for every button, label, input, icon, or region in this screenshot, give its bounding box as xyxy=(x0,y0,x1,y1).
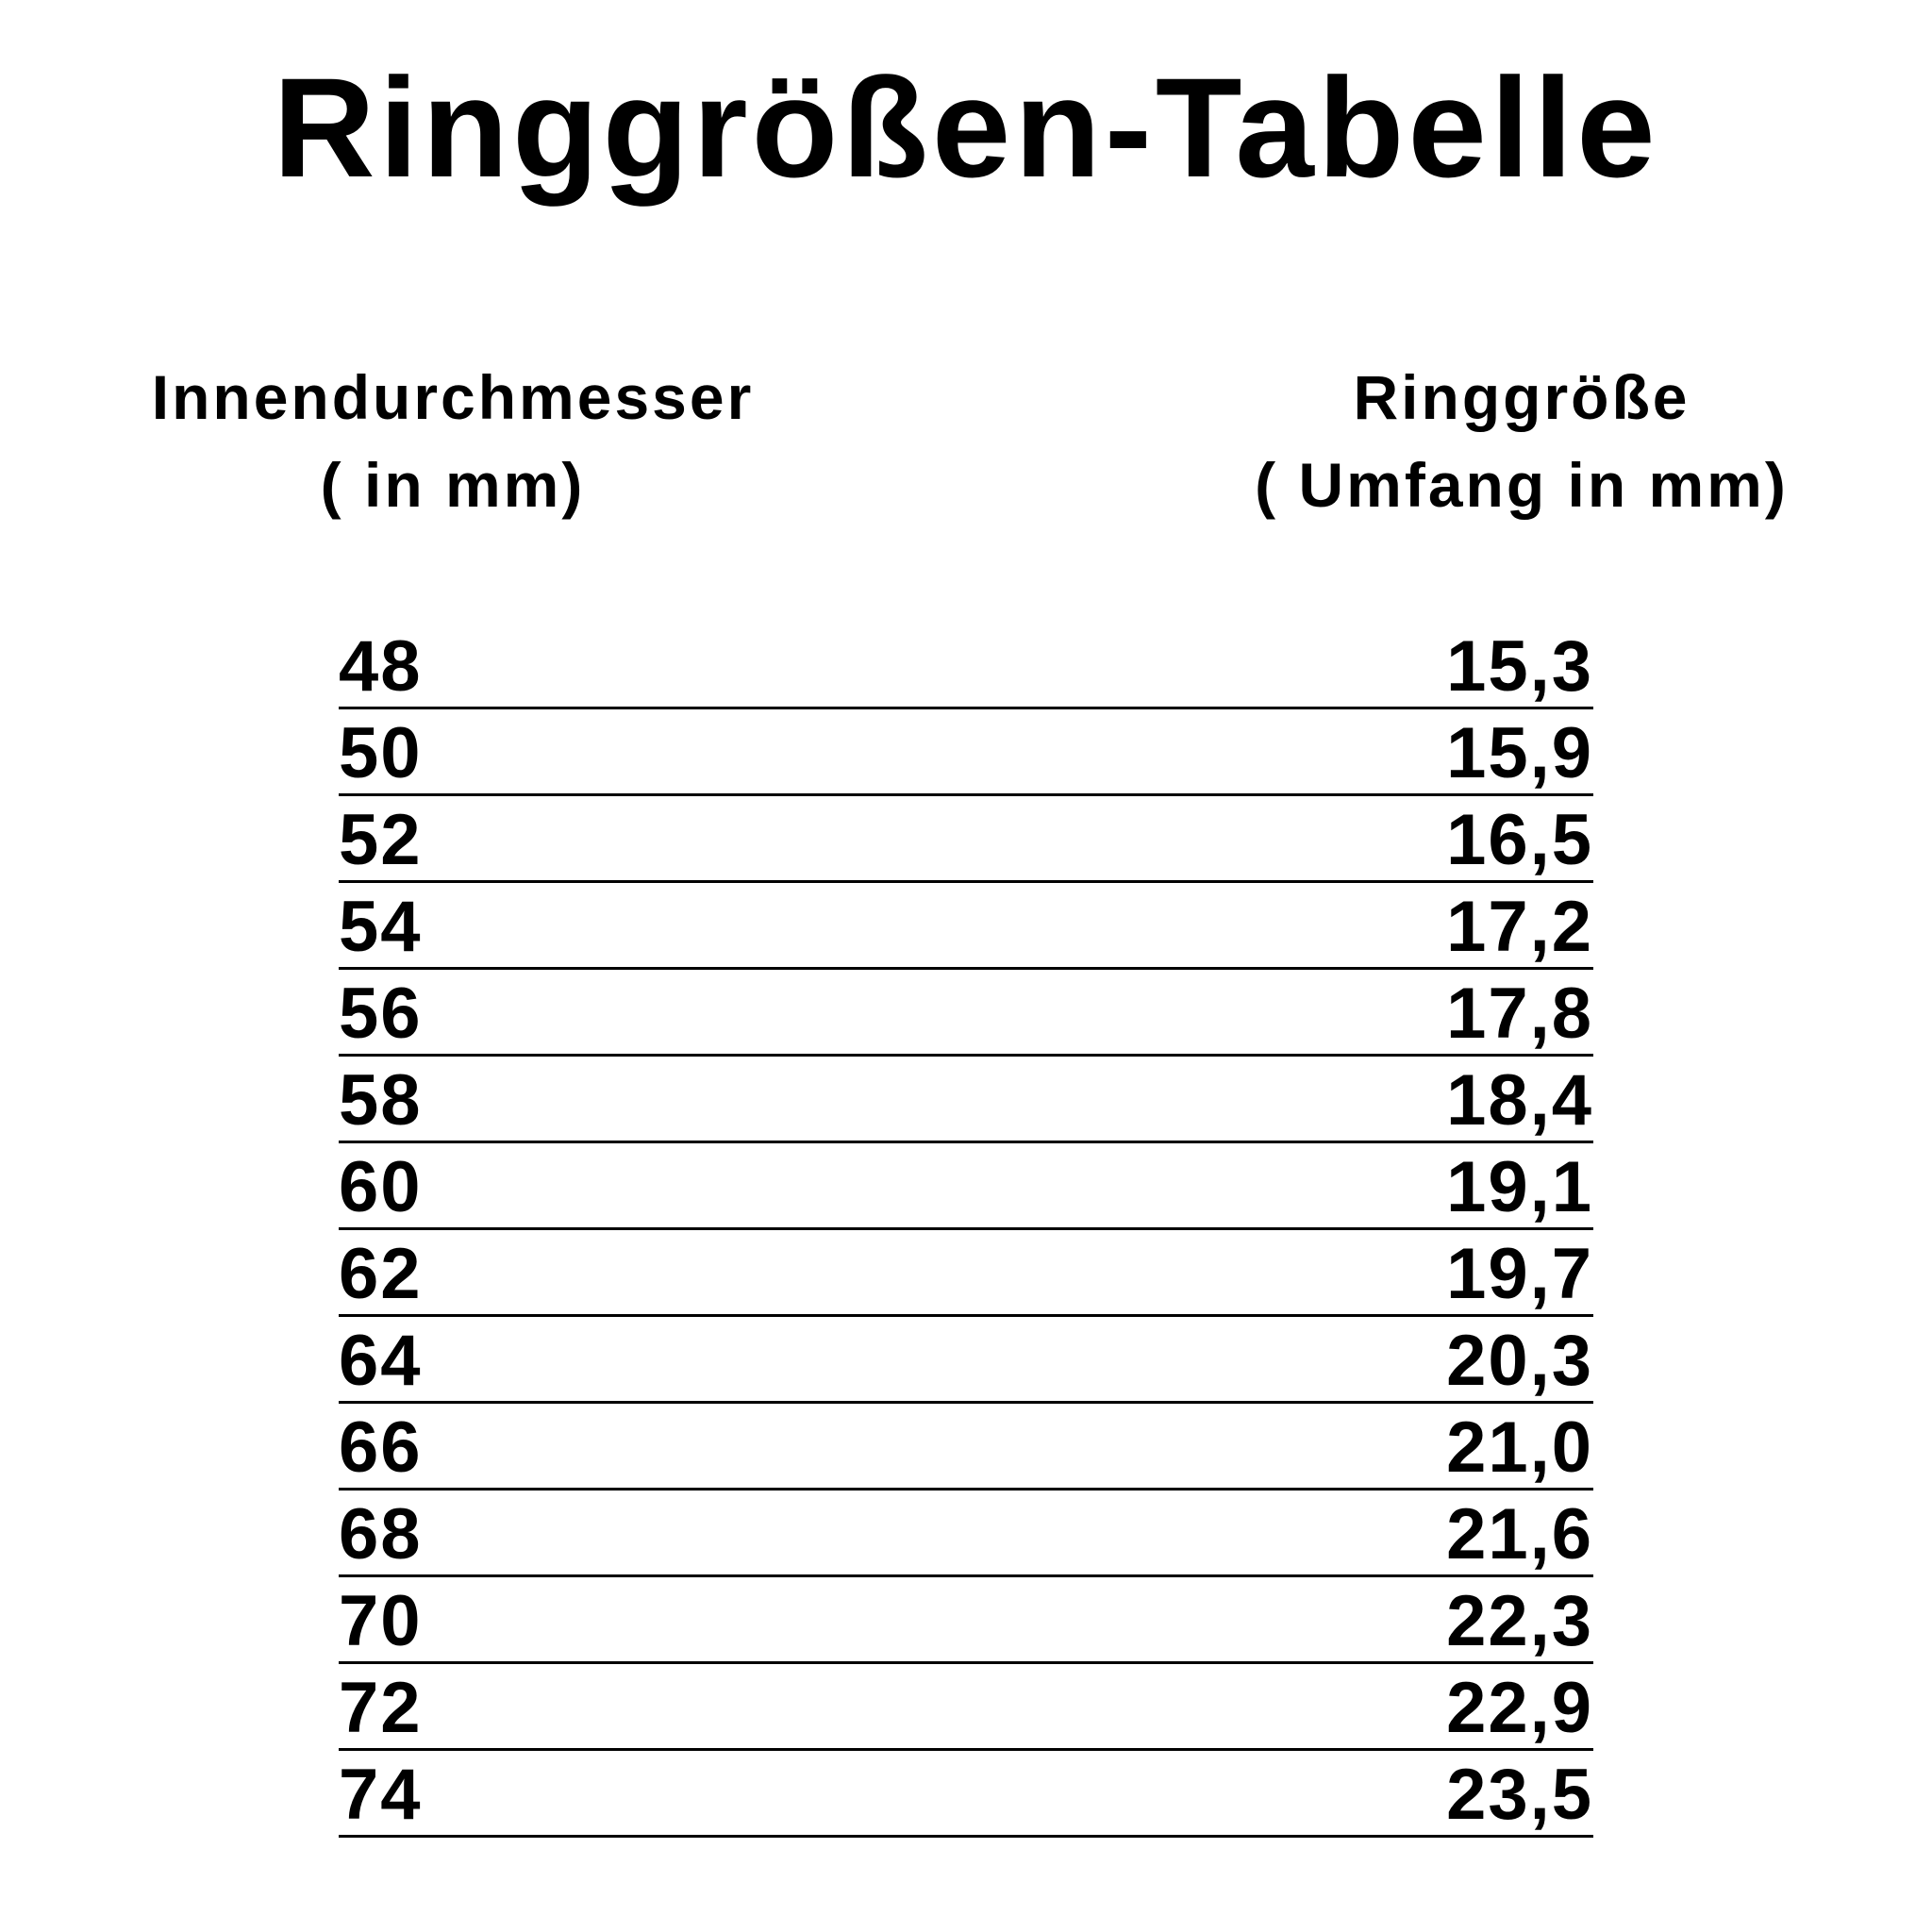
cell-right: 15,3 xyxy=(1446,626,1593,707)
cell-left: 68 xyxy=(339,1494,423,1574)
cell-left: 72 xyxy=(339,1668,423,1748)
table-row: 56 17,8 xyxy=(339,970,1593,1057)
cell-left: 48 xyxy=(339,626,423,707)
cell-right: 17,8 xyxy=(1446,974,1593,1054)
cell-right: 19,7 xyxy=(1446,1234,1593,1314)
column-header-left: Innendurchmesser ( in mm) xyxy=(28,354,877,529)
cell-right: 16,5 xyxy=(1446,800,1593,880)
table-row: 64 20,3 xyxy=(339,1317,1593,1404)
cell-left: 60 xyxy=(339,1147,423,1227)
cell-right: 23,5 xyxy=(1446,1755,1593,1835)
table-row: 52 16,5 xyxy=(339,796,1593,883)
table-row: 62 19,7 xyxy=(339,1230,1593,1317)
table-row: 74 23,5 xyxy=(339,1751,1593,1838)
table-row: 50 15,9 xyxy=(339,709,1593,796)
cell-right: 18,4 xyxy=(1446,1060,1593,1141)
table-row: 54 17,2 xyxy=(339,883,1593,970)
column-header-right-line1: Ringgröße xyxy=(1353,362,1690,432)
table-row: 60 19,1 xyxy=(339,1143,1593,1230)
cell-left: 66 xyxy=(339,1407,423,1488)
cell-left: 54 xyxy=(339,887,423,967)
cell-left: 62 xyxy=(339,1234,423,1314)
cell-left: 58 xyxy=(339,1060,423,1141)
cell-right: 19,1 xyxy=(1446,1147,1593,1227)
column-header-left-line2: ( in mm) xyxy=(320,450,586,520)
cell-right: 22,9 xyxy=(1446,1668,1593,1748)
cell-right: 17,2 xyxy=(1446,887,1593,967)
cell-right: 21,0 xyxy=(1446,1407,1593,1488)
size-table: 48 15,3 50 15,9 52 16,5 54 17,2 56 17,8 58 18,4 60 19… xyxy=(339,623,1593,1838)
table-row: 72 22,9 xyxy=(339,1664,1593,1751)
column-header-right: Ringgröße ( Umfang in mm) xyxy=(1097,354,1932,529)
column-header-right-line2: ( Umfang in mm) xyxy=(1255,450,1789,520)
cell-left: 50 xyxy=(339,713,423,793)
cell-left: 56 xyxy=(339,974,423,1054)
column-header-left-line1: Innendurchmesser xyxy=(151,362,755,432)
cell-right: 20,3 xyxy=(1446,1321,1593,1401)
table-row: 48 15,3 xyxy=(339,623,1593,709)
cell-right: 22,3 xyxy=(1446,1581,1593,1661)
cell-right: 21,6 xyxy=(1446,1494,1593,1574)
table-row: 70 22,3 xyxy=(339,1577,1593,1664)
cell-left: 74 xyxy=(339,1755,423,1835)
page-title: Ringgrößen-Tabelle xyxy=(273,48,1659,207)
cell-left: 70 xyxy=(339,1581,423,1661)
cell-left: 52 xyxy=(339,800,423,880)
cell-left: 64 xyxy=(339,1321,423,1401)
table-row: 66 21,0 xyxy=(339,1404,1593,1491)
table-row: 58 18,4 xyxy=(339,1057,1593,1143)
table-row: 68 21,6 xyxy=(339,1491,1593,1577)
cell-right: 15,9 xyxy=(1446,713,1593,793)
